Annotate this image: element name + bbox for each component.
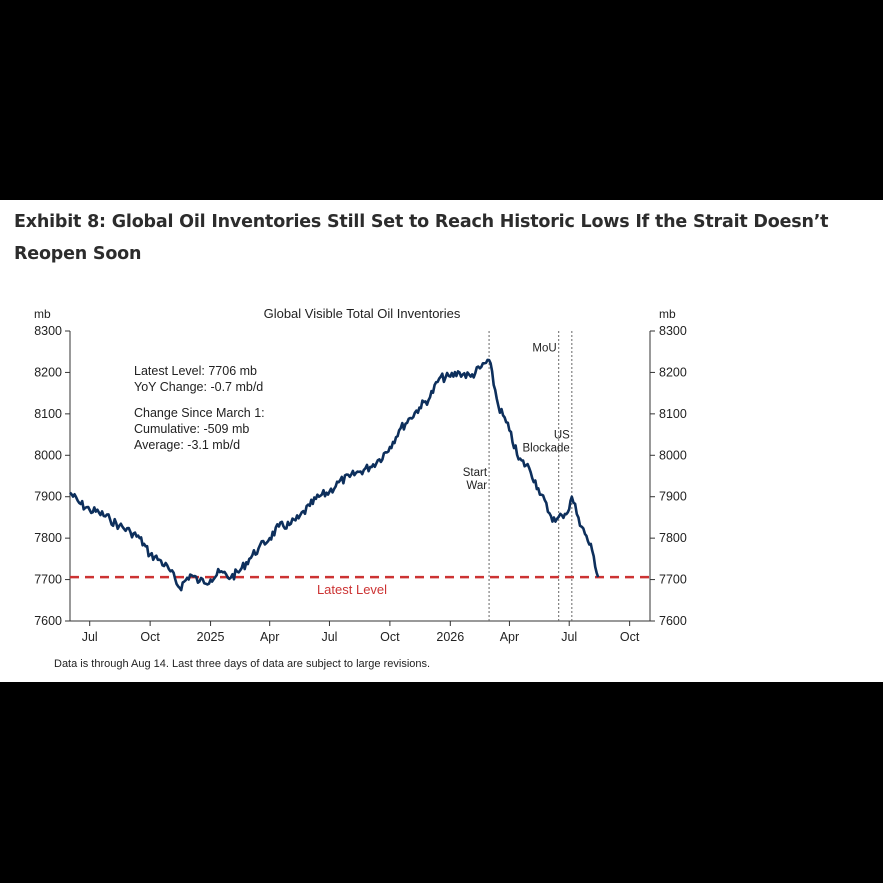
y-tick-label-left: 7800	[34, 531, 62, 545]
event-label: Start	[463, 467, 488, 479]
y-tick-label-right: 8200	[659, 365, 687, 379]
x-tick-label: 2025	[197, 630, 225, 644]
chart-title: Global Visible Total Oil Inventories	[264, 306, 461, 321]
annotations: Latest Level: 7706 mb YoY Change: -0.7 mb…	[134, 364, 265, 452]
y-ticks: 7600 7600 7700 7700 7800 7800 7900 7900 8000 8000…	[34, 324, 687, 628]
exhibit-title: Exhibit 8: Global Oil Inventories Still …	[14, 212, 829, 264]
series-group	[69, 358, 600, 592]
exhibit-panel: Exhibit 8: Global Oil Inventories Still …	[0, 200, 883, 682]
x-tick-label: Jul	[561, 630, 577, 644]
event-label: Blockade	[523, 443, 570, 455]
annotation-line: Cumulative: -509 mb	[134, 422, 249, 436]
annotation-line: YoY Change: -0.7 mb/d	[134, 380, 263, 394]
x-ticks: Jul Oct 2025 Apr Jul Oct 2026 Apr Jul Oct	[82, 621, 640, 644]
annotation-line: Latest Level: 7706 mb	[134, 364, 257, 378]
x-tick-label: 2026	[436, 630, 464, 644]
y-tick-label-right: 7800	[659, 531, 687, 545]
series-line	[69, 358, 600, 592]
inventories-chart: Global Visible Total Oil Inventories mb …	[34, 306, 687, 670]
y-tick-label-left: 8200	[34, 365, 62, 379]
annotation-line: Average: -3.1 mb/d	[134, 438, 240, 452]
latest-level-label: Latest Level	[317, 582, 387, 597]
x-tick-label: Jul	[82, 630, 98, 644]
y-tick-label-right: 7700	[659, 573, 687, 587]
y-axis-unit-right: mb	[659, 307, 676, 321]
event-label: War	[466, 480, 487, 492]
y-tick-label-right: 7900	[659, 490, 687, 504]
y-tick-label-left: 8000	[34, 448, 62, 462]
y-tick-label-right: 8300	[659, 324, 687, 338]
y-tick-label-left: 8300	[34, 324, 62, 338]
x-tick-label: Apr	[260, 630, 279, 644]
x-tick-label: Oct	[140, 630, 160, 644]
reference-line-group: Latest Level	[70, 575, 650, 597]
y-tick-label-right: 7600	[659, 614, 687, 628]
y-tick-label-left: 7900	[34, 490, 62, 504]
y-tick-label-right: 8100	[659, 407, 687, 421]
x-tick-label: Jul	[321, 630, 337, 644]
y-axis-unit-left: mb	[34, 307, 51, 321]
x-tick-label: Oct	[620, 630, 640, 644]
annotation-line: Change Since March 1:	[134, 406, 265, 420]
chart-footnote: Data is through Aug 14. Last three days …	[54, 658, 430, 670]
y-tick-label-left: 7700	[34, 573, 62, 587]
y-tick-label-right: 8000	[659, 448, 687, 462]
y-tick-label-left: 7600	[34, 614, 62, 628]
event-label: US	[554, 430, 570, 442]
x-tick-label: Apr	[500, 630, 519, 644]
y-tick-label-left: 8100	[34, 407, 62, 421]
event-label: MoU	[532, 343, 556, 355]
x-tick-label: Oct	[380, 630, 400, 644]
